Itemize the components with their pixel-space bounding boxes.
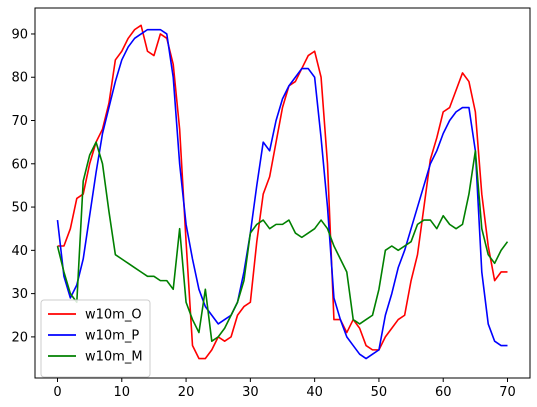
series-line-w10m-o [57, 24, 508, 360]
legend: w10m_O w10m_P w10m_M [40, 299, 151, 378]
x-tick-label: 30 [242, 385, 259, 400]
series-line-w10m-m [56, 141, 509, 343]
legend-label: w10m_O [85, 308, 142, 323]
axes-frame [34, 7, 531, 379]
legend-label: w10m_M [85, 350, 143, 365]
x-axis: 0 10 20 30 40 50 60 70 [53, 378, 516, 400]
x-tick-label: 10 [114, 385, 131, 400]
x-tick-label: 60 [435, 385, 452, 400]
y-tick-label: 50 [11, 201, 28, 216]
legend-box [40, 299, 151, 378]
x-tick-label: 40 [306, 385, 323, 400]
y-tick-label: 80 [11, 71, 28, 86]
x-tick-label: 50 [371, 385, 388, 400]
y-tick-label: 40 [11, 244, 28, 259]
y-tick-label: 60 [11, 157, 28, 172]
y-tick-label: 90 [11, 27, 28, 42]
x-tick-label: 70 [499, 385, 516, 400]
x-tick-label: 0 [53, 385, 61, 400]
y-tick-label: 20 [11, 330, 28, 345]
y-axis: 20 30 40 50 60 70 80 90 [11, 27, 35, 345]
series-line-w10m-p [56, 28, 508, 360]
legend-label: w10m_P [85, 329, 139, 344]
x-tick-label: 20 [178, 385, 195, 400]
y-tick-label: 70 [11, 114, 28, 129]
y-tick-label: 30 [11, 287, 28, 302]
series-layer [56, 24, 509, 360]
